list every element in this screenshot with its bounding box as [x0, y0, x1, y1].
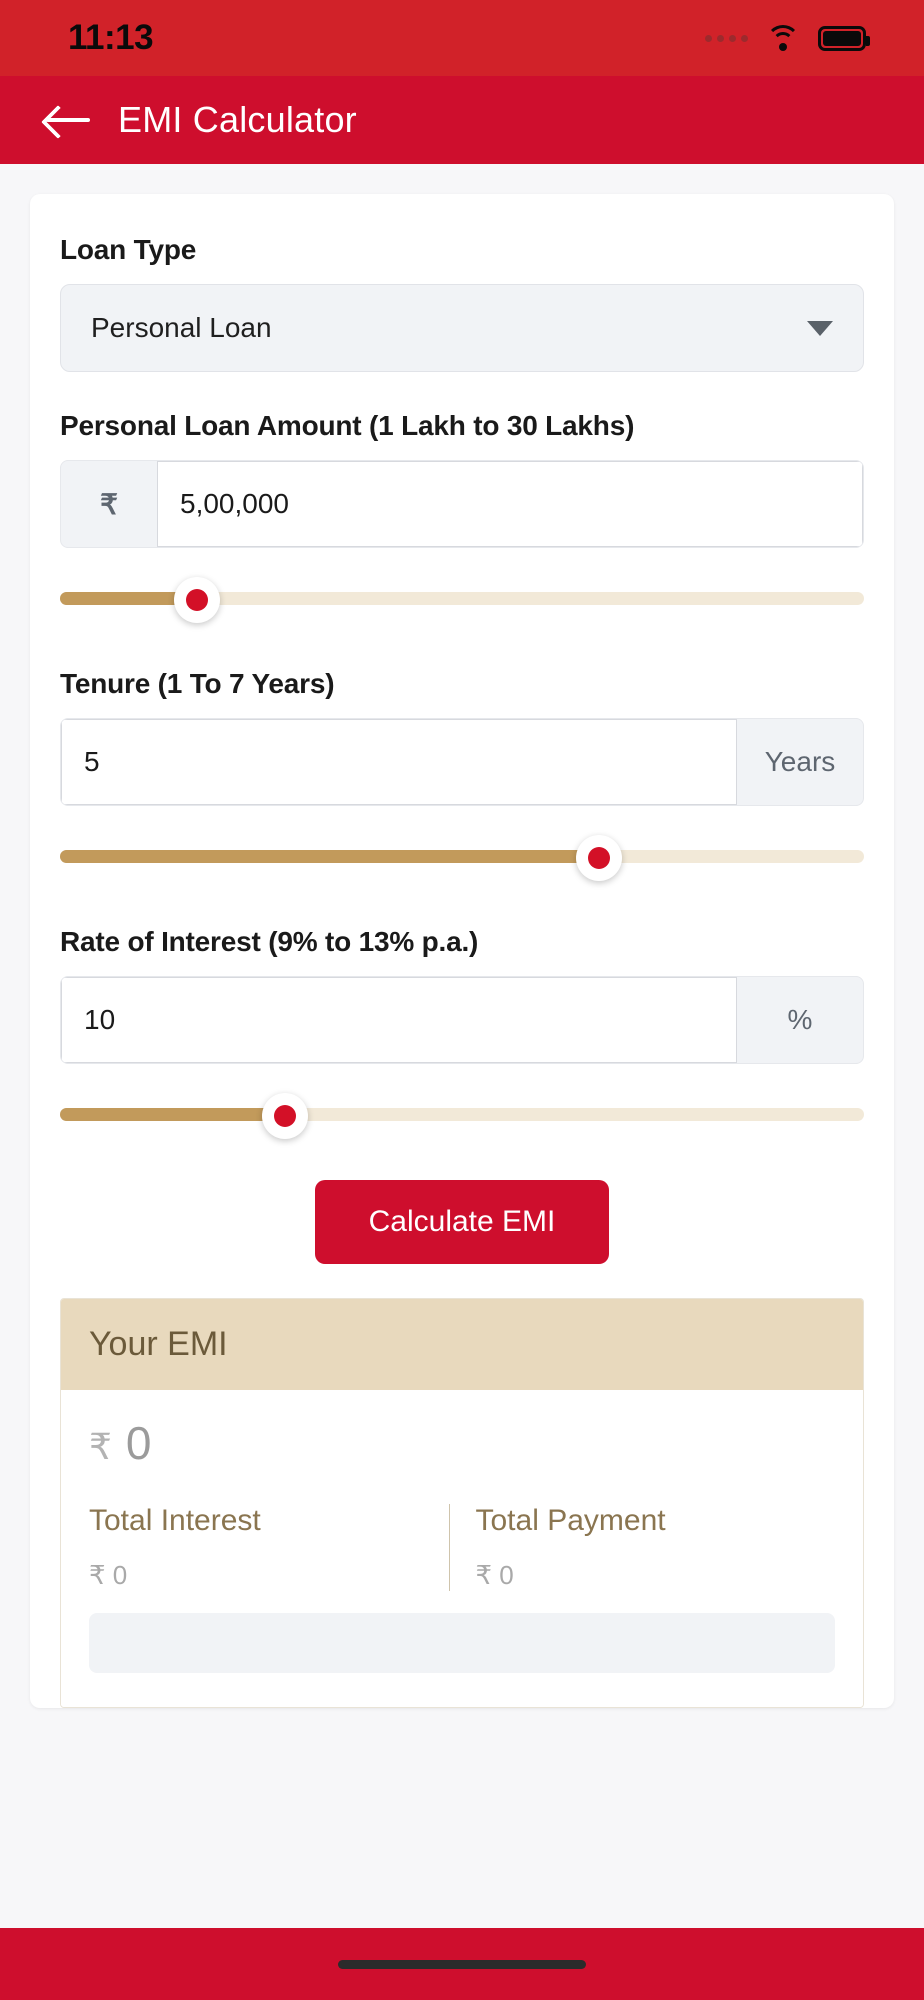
total-interest-block: Total Interest ₹ 0	[89, 1504, 449, 1591]
loan-amount-label: Personal Loan Amount (1 Lakh to 30 Lakhs…	[60, 410, 635, 441]
slider-thumb[interactable]	[173, 577, 220, 623]
emi-footer-placeholder	[89, 1613, 835, 1673]
calculate-emi-button[interactable]: Calculate EMI	[314, 1180, 610, 1264]
scroll-content[interactable]: Loan Type Personal Loan Personal Loan Am…	[0, 164, 924, 2000]
home-indicator[interactable]	[338, 1959, 586, 1969]
chevron-down-icon	[807, 320, 833, 336]
app-bar: EMI Calculator	[0, 76, 924, 164]
total-payment-block: Total Payment ₹ 0	[448, 1504, 836, 1591]
slider-thumb[interactable]	[575, 835, 622, 881]
tenure-input-group: Years	[60, 718, 864, 806]
tenure-input[interactable]	[61, 719, 737, 805]
rate-input[interactable]	[61, 977, 737, 1063]
total-interest-label: Total Interest	[89, 1504, 261, 1537]
status-time: 11:13	[68, 18, 154, 57]
calculator-card: Loan Type Personal Loan Personal Loan Am…	[30, 194, 894, 1708]
rupee-icon: ₹	[100, 488, 118, 520]
total-interest-value: ₹ 0	[89, 1560, 128, 1590]
back-arrow-icon[interactable]	[46, 105, 90, 135]
rate-slider[interactable]	[60, 1093, 864, 1139]
emi-amount-value: 0	[125, 1417, 152, 1469]
total-payment-value: ₹ 0	[475, 1560, 514, 1590]
loan-amount-input[interactable]	[157, 461, 863, 547]
slider-track	[60, 592, 864, 605]
loan-type-value: Personal Loan	[91, 312, 272, 343]
emi-result-card: Your EMI ₹ 0 Total Interest ₹ 0 Total Pa…	[60, 1298, 864, 1708]
slider-fill	[60, 850, 599, 863]
battery-full-icon	[818, 25, 870, 51]
status-icons	[705, 25, 870, 51]
total-payment-label: Total Payment	[475, 1504, 666, 1537]
rate-unit-label: %	[787, 1004, 813, 1035]
rate-input-group: %	[60, 976, 864, 1064]
tenure-slider[interactable]	[60, 835, 864, 881]
loan-type-label: Loan Type	[60, 234, 197, 265]
tenure-label: Tenure (1 To 7 Years)	[60, 668, 335, 699]
emi-amount: ₹ 0	[89, 1416, 835, 1470]
home-indicator-bar	[0, 1928, 924, 2000]
loan-amount-input-group: ₹	[60, 460, 864, 548]
emi-result-body: ₹ 0 Total Interest ₹ 0 Total Payment ₹ 0	[61, 1390, 863, 1707]
emi-breakdown: Total Interest ₹ 0 Total Payment ₹ 0	[89, 1504, 835, 1591]
loan-type-select[interactable]: Personal Loan	[60, 284, 864, 372]
tenure-unit-label: Years	[764, 746, 836, 777]
spacer	[60, 864, 864, 926]
slider-thumb[interactable]	[262, 1093, 309, 1139]
page-title: EMI Calculator	[118, 99, 357, 140]
calculate-button-wrap: Calculate EMI	[60, 1180, 864, 1264]
wifi-icon	[766, 25, 800, 51]
signal-dots-icon	[705, 34, 748, 42]
slider-fill	[60, 592, 197, 605]
loan-amount-slider[interactable]	[60, 577, 864, 623]
rate-label: Rate of Interest (9% to 13% p.a.)	[60, 926, 479, 957]
slider-fill	[60, 1108, 286, 1121]
rupee-icon: ₹	[89, 1426, 112, 1467]
emi-result-header: Your EMI	[61, 1299, 863, 1390]
status-bar: 11:13	[0, 0, 924, 76]
